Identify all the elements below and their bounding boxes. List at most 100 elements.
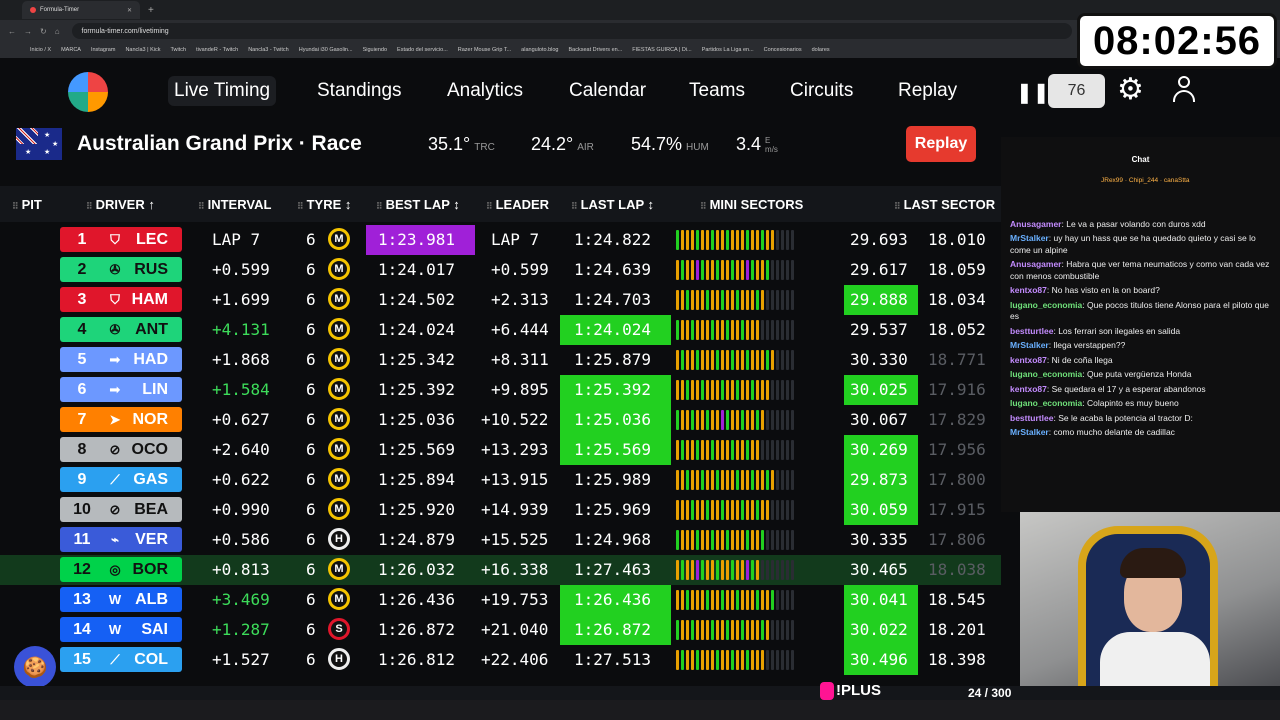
table-row[interactable]: 4 ✇ ANT +4.131 6 M 1:24.024 +6.444 1:24.024 29… [0,315,1001,345]
chat-username[interactable]: bestturtlee [1010,412,1054,423]
driver-badge[interactable]: 6 ➟ LIN [60,377,182,402]
driver-badge[interactable]: 11 ⌁ VER [60,527,182,552]
bookmark-item[interactable]: Inicio / X [30,47,52,53]
table-row[interactable]: 8 ⊘ OCO +2.640 6 M 1:25.569 +13.293 1:25.569 3… [0,435,1001,465]
chat-username[interactable]: lugano_economia [1010,398,1083,409]
table-row[interactable]: 9 ⟋ GAS +0.622 6 M 1:25.894 +13.915 1:25.989 2… [0,465,1001,495]
chat-username[interactable]: kentxo87 [1010,383,1047,394]
chat-username[interactable]: kentxo87 [1010,354,1047,365]
table-row[interactable]: 10 ⊘ BEA +0.990 6 M 1:25.920 +14.939 1:25.969… [0,495,1001,525]
chat-username[interactable]: Anusagamer [1010,259,1062,270]
wind-value: 3.4 [736,134,762,154]
driver-code: COL [134,650,168,668]
col-driver-label: DRIVER ↑ [95,197,155,212]
driver-badge[interactable]: 2 ✇ RUS [60,257,182,282]
driver-badge[interactable]: 7 ➤ NOR [60,407,182,432]
chat-username[interactable]: MrStalker [1010,233,1049,244]
table-row[interactable]: 11 ⌁ VER +0.586 6 H 1:24.879 +15.525 1:24.968… [0,525,1001,555]
driver-badge[interactable]: 13 W ALB [60,587,182,612]
team-logo-icon: ⌁ [111,531,119,547]
table-row[interactable]: 12 ◎ BOR +0.813 6 M 1:26.032 +16.338 1:27.463… [0,555,1001,585]
col-interval[interactable]: ⠿ INTERVAL [198,197,272,212]
webcam-overlay [1020,512,1280,696]
back-icon[interactable]: ← [8,26,16,36]
bookmark-item[interactable]: Twitch [170,47,187,53]
bookmark-item[interactable]: tivandeR - Twitch [196,47,239,53]
chat-username[interactable]: lugano_economia [1010,369,1083,380]
col-driver[interactable]: ⠿ DRIVER ↑ [86,197,155,212]
reload-icon[interactable]: ↻ [40,26,47,36]
bookmark-item[interactable]: Razer Mouse Grip T... [457,47,512,53]
col-best-lap[interactable]: ⠿ BEST LAP ↕ [376,197,460,212]
gap-to-leader: +9.895 [491,380,549,399]
nav-live-timing[interactable]: Live Timing [168,76,277,106]
table-row[interactable]: 13 W ALB +3.469 6 M 1:26.436 +19.753 1:26.436… [0,585,1001,615]
url-field[interactable]: formula-timer.com/livetiming [71,23,1072,39]
gear-icon[interactable]: ⚙ [1117,73,1144,106]
nav-circuits[interactable]: Circuits [790,80,854,101]
nav-calendar[interactable]: Calendar [569,80,647,101]
driver-badge[interactable]: 10 ⊘ BEA [60,497,182,522]
driver-badge[interactable]: 8 ⊘ OCO [60,437,182,462]
col-mini-sectors[interactable]: ⠿ MINI SECTORS [700,197,804,212]
chat-username[interactable]: MrStalker [1010,340,1049,351]
nav-analytics[interactable]: Analytics [447,80,524,101]
driver-badge[interactable]: 9 ⟋ GAS [60,467,182,492]
replay-button[interactable]: Replay [906,126,976,162]
driver-badge[interactable]: 14 W SAI [60,617,182,642]
col-last-sector[interactable]: ⠿ LAST SECTOR [894,197,996,212]
driver-badge[interactable]: 15 ⟋ COL [60,647,182,672]
close-tab-icon[interactable]: ✕ [126,7,132,14]
cookie-settings-icon[interactable]: 🍪 [14,646,56,688]
user-icon[interactable] [1172,76,1196,104]
chat-username[interactable]: lugano_economia [1010,299,1083,310]
chat-username[interactable]: kentxo87 [1010,285,1047,296]
bookmark-item[interactable]: Siguiendo [362,47,388,53]
bookmark-item[interactable]: Estado del servicio... [397,47,448,53]
best-lap: 1:24.502 [378,290,456,309]
bookmark-item[interactable]: dolares [811,47,830,53]
table-row[interactable]: 2 ✇ RUS +0.599 6 M 1:24.017 +0.599 1:24.639 29… [0,255,1001,285]
col-pit[interactable]: ⠿ PIT [12,197,42,212]
table-row[interactable]: 5 ➟ HAD +1.868 6 M 1:25.342 +8.311 1:25.879 30… [0,345,1001,375]
bookmark-item[interactable]: FIESTAS GUIRCA | Di... [632,47,692,53]
bookmark-item[interactable]: Backseat Drivers en... [568,47,623,53]
driver-badge[interactable]: 12 ◎ BOR [60,557,182,582]
table-row[interactable]: 15 ⟋ COL +1.527 6 H 1:26.812 +22.406 1:27.513… [0,645,1001,675]
delay-counter[interactable]: 76 [1048,74,1105,108]
new-tab-icon[interactable]: + [148,4,154,16]
bookmark-item[interactable]: Nancla3 | Kick [125,47,161,53]
chat-username[interactable]: MrStalker [1010,427,1049,438]
col-tyre[interactable]: ⠿ TYRE ↕ [297,197,352,212]
col-last-lap[interactable]: ⠿ LAST LAP ↕ [571,197,655,212]
bookmark-item[interactable]: Partidos La Liga en... [701,47,754,53]
nav-teams[interactable]: Teams [689,80,745,101]
col-leader[interactable]: ⠿ LEADER [486,197,550,212]
table-row[interactable]: 1 ⛉ LEC LAP 7 6 M 1:23.981 LAP 7 1:24.822 29.6… [0,225,1001,255]
nav-replay[interactable]: Replay [898,80,958,101]
pause-icon[interactable]: ❚❚ [1016,82,1050,104]
forward-icon[interactable]: → [24,26,32,36]
driver-badge[interactable]: 1 ⛉ LEC [60,227,182,252]
browser-tab[interactable]: Formula-Timer ✕ [22,1,140,19]
bookmark-item[interactable]: Hyundai i30 Gasolin... [298,47,353,53]
home-icon[interactable]: ⌂ [54,26,60,36]
chat-username[interactable]: bestturtlee [1010,325,1054,336]
table-row[interactable]: 7 ➤ NOR +0.627 6 M 1:25.036 +10.522 1:25.036 3… [0,405,1001,435]
driver-badge[interactable]: 3 ⛉ HAM [60,287,182,312]
table-row[interactable]: 6 ➟ LIN +1.584 6 M 1:25.392 +9.895 1:25.392 30… [0,375,1001,405]
table-row[interactable]: 14 W SAI +1.287 6 S 1:26.872 +21.040 1:26.872… [0,615,1001,645]
formula-timer-logo[interactable] [68,72,108,112]
bookmark-item[interactable]: Concesionarios [763,47,802,53]
bookmark-item[interactable]: Nancla3 - Twitch [248,47,289,53]
bookmark-item[interactable]: MARCA [61,47,81,53]
chat-username[interactable]: Anusagamer [1010,219,1062,229]
driver-badge[interactable]: 5 ➟ HAD [60,347,182,372]
driver-badge[interactable]: 4 ✇ ANT [60,317,182,342]
nav-standings[interactable]: Standings [317,80,402,101]
table-row[interactable]: 3 ⛉ HAM +1.699 6 M 1:24.502 +2.313 1:24.703 29… [0,285,1001,315]
address-bar-row: ← → ↻ ⌂ formula-timer.com/livetiming [0,20,1280,42]
bookmark-item[interactable]: Instagram [90,47,116,53]
bookmark-item[interactable]: alanguloto.blog [521,47,559,53]
